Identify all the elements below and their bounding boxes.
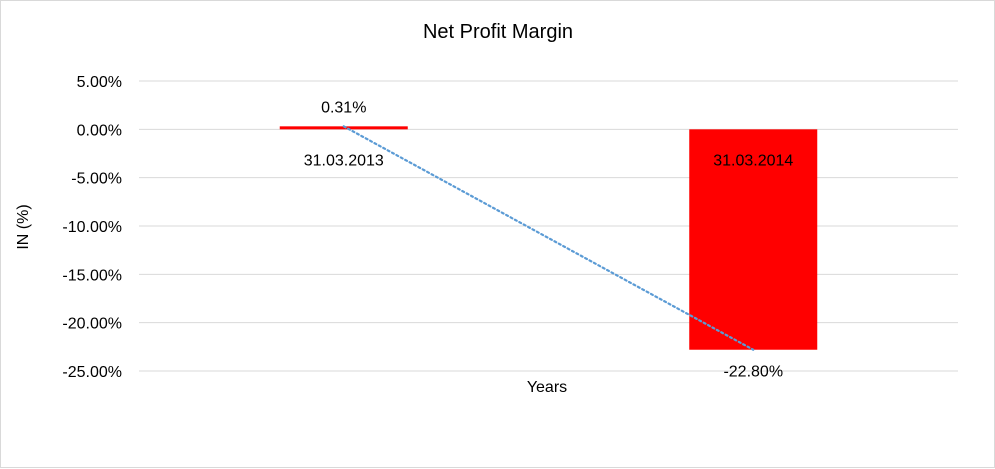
bar-31.03.2013 bbox=[279, 126, 408, 130]
data-label: 0.31% bbox=[321, 99, 366, 116]
y-tick-label: -20.00% bbox=[62, 316, 122, 333]
gridlines bbox=[139, 80, 958, 372]
bars bbox=[279, 126, 818, 350]
labels: 0.31% 31.03.2013 -22.80% 31.03.2014 bbox=[304, 99, 794, 380]
category-label: 31.03.2014 bbox=[713, 152, 793, 169]
data-label: -22.80% bbox=[723, 364, 783, 381]
y-axis-title: IN (%) bbox=[15, 204, 32, 249]
y-tick-label: -10.00% bbox=[62, 219, 122, 236]
y-tick-label: 0.00% bbox=[77, 122, 122, 139]
y-tick-label: -15.00% bbox=[62, 267, 122, 284]
y-tick-label: -5.00% bbox=[71, 171, 122, 188]
x-axis-title: Years bbox=[527, 379, 567, 396]
chart-title: Net Profit Margin bbox=[423, 21, 573, 43]
y-tick-labels: 5.00% 0.00% -5.00% -10.00% -15.00% -20.00% -25… bbox=[62, 74, 122, 381]
trendline-layer bbox=[342, 125, 755, 351]
category-label: 31.03.2013 bbox=[304, 152, 384, 169]
y-tick-label: -25.00% bbox=[62, 364, 122, 381]
linear-trendline bbox=[342, 125, 755, 351]
bar-31.03.2014 bbox=[689, 129, 818, 350]
y-tick-label: 5.00% bbox=[77, 74, 122, 91]
